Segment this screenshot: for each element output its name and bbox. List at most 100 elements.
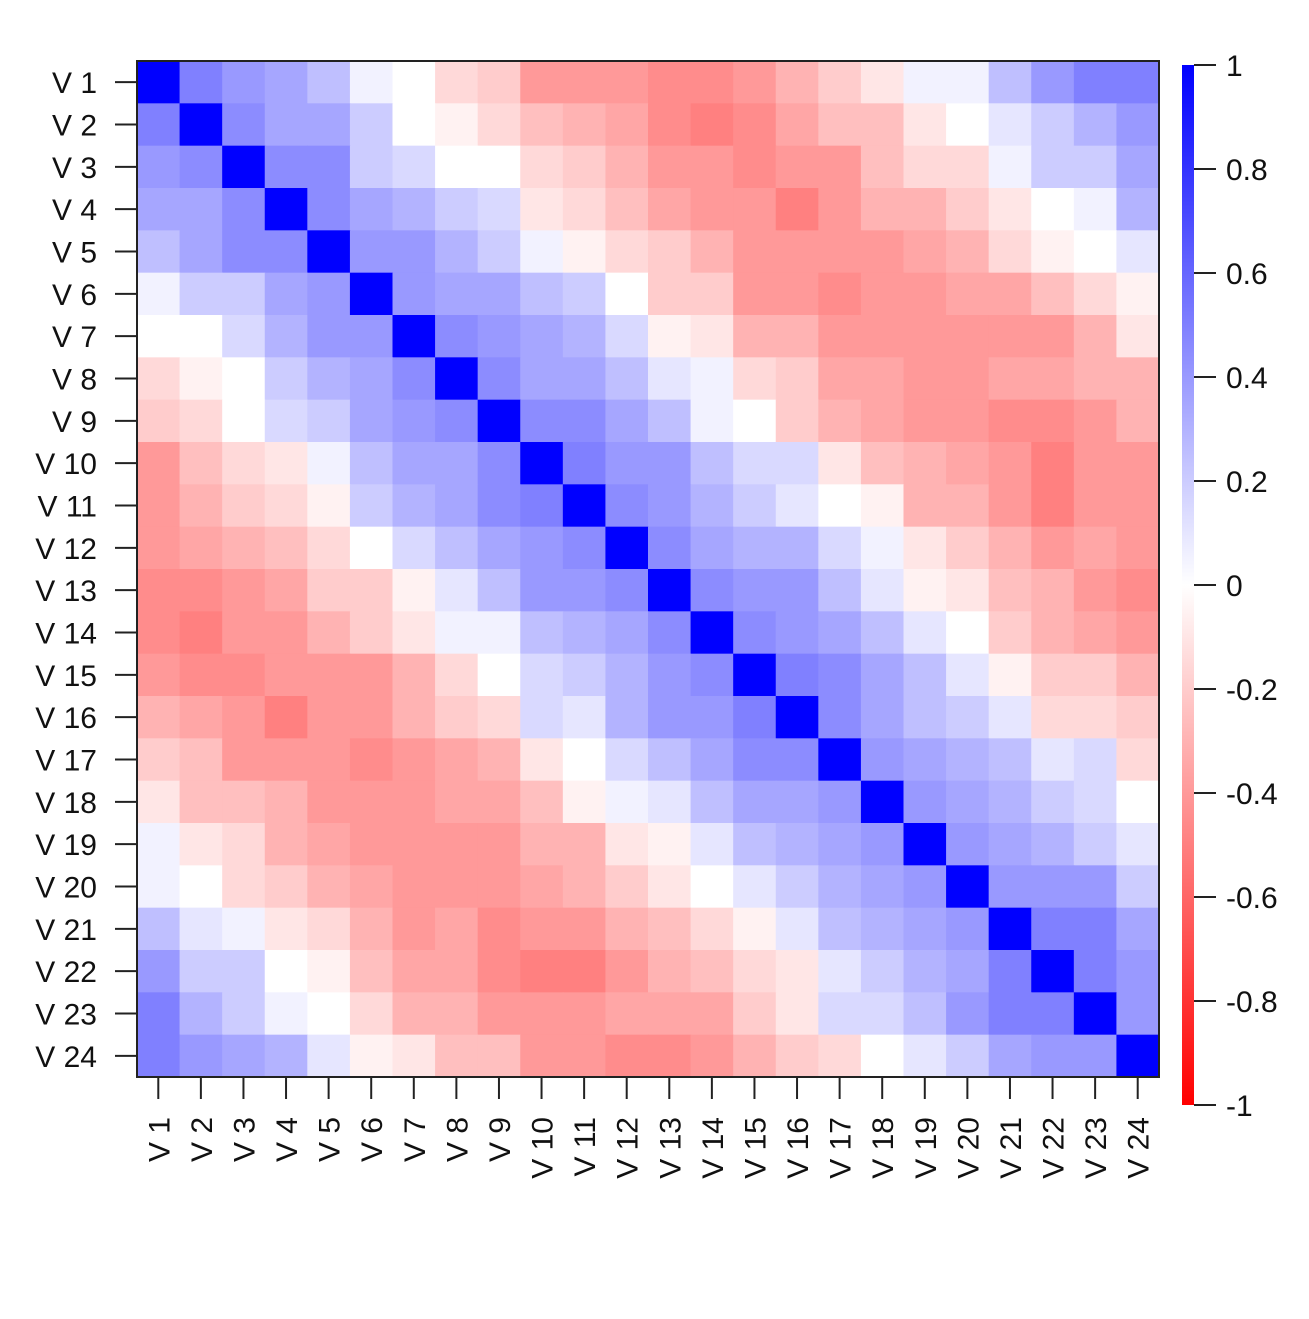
heatmap-cell: [477, 272, 521, 316]
heatmap-cell: [435, 145, 479, 189]
heatmap-cells: [137, 61, 1160, 1078]
heatmap-cell: [435, 865, 479, 909]
heatmap-cell: [1031, 357, 1075, 401]
heatmap-cell: [903, 399, 947, 443]
heatmap-cell: [988, 865, 1032, 909]
heatmap-cell: [946, 188, 990, 231]
heatmap-cell: [137, 1034, 181, 1078]
heatmap-cell: [1073, 823, 1118, 866]
heatmap-cell: [775, 569, 819, 612]
heatmap-cell: [179, 653, 223, 697]
heatmap-cell: [860, 230, 905, 274]
heatmap-cell: [562, 780, 607, 824]
heatmap-cell: [775, 484, 819, 528]
heatmap-cell: [264, 399, 308, 443]
heatmap-cell: [775, 653, 819, 697]
heatmap-cell: [307, 103, 351, 147]
heatmap-cell: [1031, 61, 1075, 104]
y-tick-label: V 4: [52, 194, 97, 227]
heatmap-cell: [349, 907, 394, 951]
heatmap-cell: [903, 357, 947, 401]
heatmap-cell: [435, 823, 479, 866]
heatmap-cell: [775, 907, 819, 951]
heatmap-cell: [137, 823, 181, 866]
heatmap-cell: [903, 230, 947, 274]
heatmap-cell: [988, 950, 1032, 993]
heatmap-cell: [605, 315, 649, 358]
heatmap-cell: [1073, 61, 1118, 104]
heatmap-cell: [435, 992, 479, 1036]
heatmap-cell: [988, 442, 1032, 485]
heatmap-cell: [903, 61, 947, 104]
heatmap-cell: [264, 738, 308, 782]
heatmap-cell: [775, 823, 819, 866]
heatmap-cell: [903, 103, 947, 147]
heatmap-cell: [733, 272, 777, 316]
heatmap-cell: [1031, 399, 1075, 443]
heatmap-cell: [520, 1034, 564, 1078]
heatmap-cell: [307, 188, 351, 231]
heatmap-cell: [946, 230, 990, 274]
heatmap-cell: [435, 188, 479, 231]
heatmap-cell: [605, 357, 649, 401]
heatmap-cell: [946, 780, 990, 824]
heatmap-cell: [179, 992, 223, 1036]
y-tick-label: V 3: [52, 152, 97, 185]
heatmap-cell: [903, 484, 947, 528]
heatmap-cell: [222, 992, 266, 1036]
heatmap-cell: [1116, 103, 1160, 147]
heatmap-cell: [137, 992, 181, 1036]
heatmap-cell: [179, 780, 223, 824]
heatmap-cell: [477, 484, 521, 528]
heatmap-cell: [1031, 188, 1075, 231]
x-tick-label: V 24: [1123, 1117, 1156, 1179]
heatmap-cell: [690, 865, 734, 909]
heatmap-cell: [733, 950, 777, 993]
heatmap-cell: [818, 272, 862, 316]
heatmap-cell: [349, 526, 394, 570]
heatmap-cell: [775, 272, 819, 316]
heatmap-cell: [307, 61, 351, 104]
heatmap-cell: [179, 230, 223, 274]
heatmap-cell: [520, 526, 564, 570]
heatmap-cell: [1073, 315, 1118, 358]
heatmap-cell: [137, 188, 181, 231]
heatmap-cell: [1116, 272, 1160, 316]
x-tick-label: V 20: [952, 1117, 985, 1179]
heatmap-cell: [179, 399, 223, 443]
heatmap-cell: [690, 653, 734, 697]
heatmap-cell: [264, 103, 308, 147]
heatmap-cell: [605, 611, 649, 655]
heatmap-cell: [477, 61, 521, 104]
heatmap-cell: [435, 653, 479, 697]
heatmap-cell: [562, 738, 607, 782]
heatmap-cell: [520, 569, 564, 612]
x-tick-label: V 7: [399, 1117, 432, 1162]
heatmap-cell: [520, 145, 564, 189]
heatmap-cell: [562, 61, 607, 104]
heatmap-cell: [435, 315, 479, 358]
heatmap-cell: [392, 61, 436, 104]
heatmap-cell: [477, 230, 521, 274]
heatmap-cell: [222, 696, 266, 739]
heatmap-cell: [562, 865, 607, 909]
heatmap-cell: [435, 399, 479, 443]
heatmap-cell: [818, 399, 862, 443]
heatmap-cell: [435, 357, 479, 401]
heatmap-cell: [222, 61, 266, 104]
heatmap-cell: [605, 780, 649, 824]
heatmap-cell: [648, 103, 692, 147]
heatmap-cell: [392, 611, 436, 655]
heatmap-cell: [1116, 188, 1160, 231]
heatmap-cell: [860, 103, 905, 147]
heatmap-cell: [264, 780, 308, 824]
heatmap-cell: [690, 145, 734, 189]
x-tick-label: V 6: [356, 1117, 389, 1162]
heatmap-cell: [690, 188, 734, 231]
heatmap-cell: [1031, 780, 1075, 824]
heatmap-cell: [222, 950, 266, 993]
heatmap-cell: [605, 823, 649, 866]
heatmap-cell: [733, 992, 777, 1036]
heatmap-cell: [1073, 357, 1118, 401]
heatmap-cell: [818, 1034, 862, 1078]
